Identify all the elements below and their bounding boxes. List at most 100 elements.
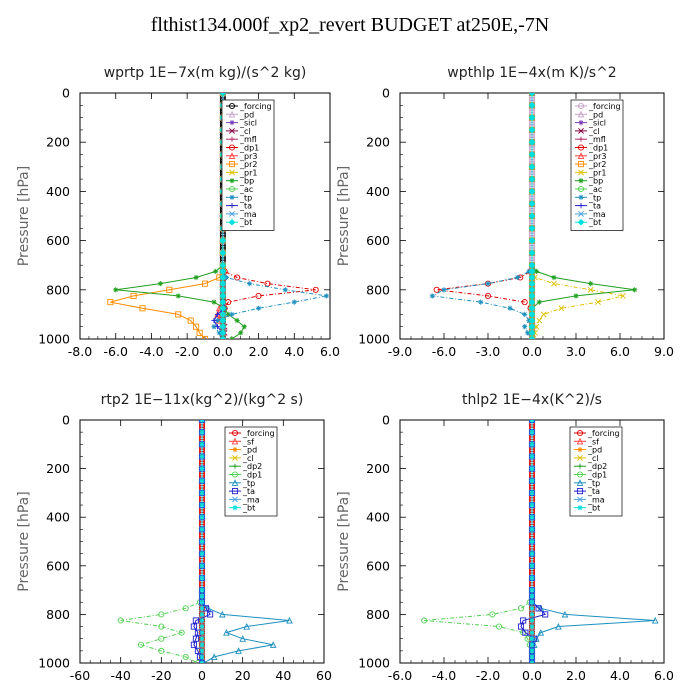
- legend-marker: [577, 447, 583, 453]
- legend-label: _dp1: [239, 144, 259, 153]
- legend-marker: [228, 161, 236, 168]
- legend-label: _ma: [242, 495, 260, 504]
- x-tick-label: 20: [235, 668, 251, 683]
- legend-label: _ma: [587, 495, 605, 504]
- legend-marker: [228, 110, 236, 118]
- data-point: [632, 287, 638, 293]
- x-tick-label: 6.0: [320, 344, 340, 359]
- y-tick-label: 1000: [38, 332, 70, 347]
- legend-marker: [231, 429, 239, 437]
- data-point: [199, 648, 205, 654]
- legend-marker: [232, 505, 238, 511]
- data-point: [158, 647, 165, 654]
- data-point: [219, 93, 227, 97]
- data-point: [529, 551, 535, 557]
- data-point: [551, 274, 557, 281]
- data-point: [175, 293, 181, 299]
- data-point: [199, 538, 205, 545]
- x-tick-label: -60: [70, 668, 90, 683]
- data-point: [182, 605, 189, 612]
- series-line-pr2: [110, 93, 224, 339]
- legend-label: _pr1: [239, 168, 257, 177]
- data-point: [529, 605, 535, 611]
- data-point: [529, 642, 535, 648]
- data-point: [158, 623, 165, 630]
- x-tick-label: -6.0: [432, 344, 456, 359]
- legend-marker: [578, 120, 584, 126]
- y-tick-label: 1000: [358, 332, 390, 347]
- data-point: [529, 654, 535, 660]
- data-point: [190, 641, 197, 648]
- data-point: [219, 93, 226, 96]
- data-point: [529, 587, 535, 593]
- legend-marker: [228, 152, 236, 159]
- data-point: [433, 286, 440, 293]
- legend-label: _sicl: [588, 119, 606, 128]
- legend-marker: [576, 471, 584, 478]
- data-point: [561, 610, 569, 618]
- y-tick-label: 200: [46, 135, 70, 150]
- data-point: [528, 323, 536, 331]
- x-tick-label: 9.0: [654, 344, 674, 359]
- legend-marker: [229, 136, 235, 142]
- data-point: [201, 280, 209, 287]
- data-point: [139, 305, 146, 312]
- data-point: [199, 526, 205, 532]
- data-point: [219, 610, 226, 618]
- data-point: [199, 611, 205, 617]
- legend-marker: [231, 471, 239, 478]
- panel-4: thlp2 1E−4x(K^2)/s Pressure [hPa] -6.0 -4.0…: [336, 392, 674, 683]
- data-point: [190, 623, 197, 630]
- data-point: [223, 274, 230, 281]
- data-point: [130, 292, 137, 300]
- legend-marker: [576, 479, 584, 486]
- data-point: [199, 593, 205, 599]
- legend-marker: [229, 127, 235, 134]
- data-point: [620, 293, 626, 299]
- data-point: [588, 281, 594, 287]
- legend-marker: [576, 429, 584, 437]
- data-point: [528, 317, 536, 324]
- legend-label: _ac: [239, 185, 253, 194]
- data-point: [529, 660, 535, 663]
- y-axis-label: Pressure [hPa]: [16, 491, 32, 591]
- data-point: [558, 305, 565, 312]
- data-point: [537, 629, 545, 636]
- data-point: [199, 429, 205, 435]
- data-point: [199, 502, 205, 508]
- series-line-dp1: [436, 93, 533, 339]
- panel-2: wpthlp 1E−4x(m K)/s^2 Pressure [hPa] -9.0 -…: [336, 65, 674, 359]
- data-point: [216, 330, 222, 336]
- data-point: [555, 622, 562, 630]
- data-point: [219, 249, 227, 257]
- x-tick-label: -4.0: [432, 668, 456, 683]
- legend-marker: [231, 437, 239, 445]
- data-point: [269, 641, 277, 648]
- x-tick-label: 0: [198, 668, 206, 683]
- legend-marker: [578, 178, 584, 184]
- data-point: [199, 630, 205, 636]
- data-point: [522, 311, 528, 317]
- legend-label: _bp: [588, 177, 603, 186]
- legend-label: _pr2: [588, 160, 606, 169]
- data-point: [199, 575, 205, 581]
- data-point: [243, 622, 251, 630]
- data-point: [219, 317, 227, 324]
- data-point: [199, 642, 205, 648]
- legend-label: _tp: [588, 193, 601, 202]
- legend-marker: [577, 463, 583, 469]
- data-point: [223, 629, 230, 636]
- data-point: [199, 623, 205, 630]
- data-point: [239, 635, 246, 642]
- data-point: [535, 605, 542, 612]
- legend-marker: [229, 203, 235, 209]
- data-point: [238, 330, 244, 336]
- legend-label: _tp: [587, 479, 600, 488]
- data-point: [528, 224, 536, 232]
- x-tick-label: -8.0: [68, 344, 92, 359]
- data-point: [199, 514, 205, 520]
- data-point: [533, 323, 540, 330]
- data-point: [213, 268, 219, 274]
- data-point: [529, 429, 535, 435]
